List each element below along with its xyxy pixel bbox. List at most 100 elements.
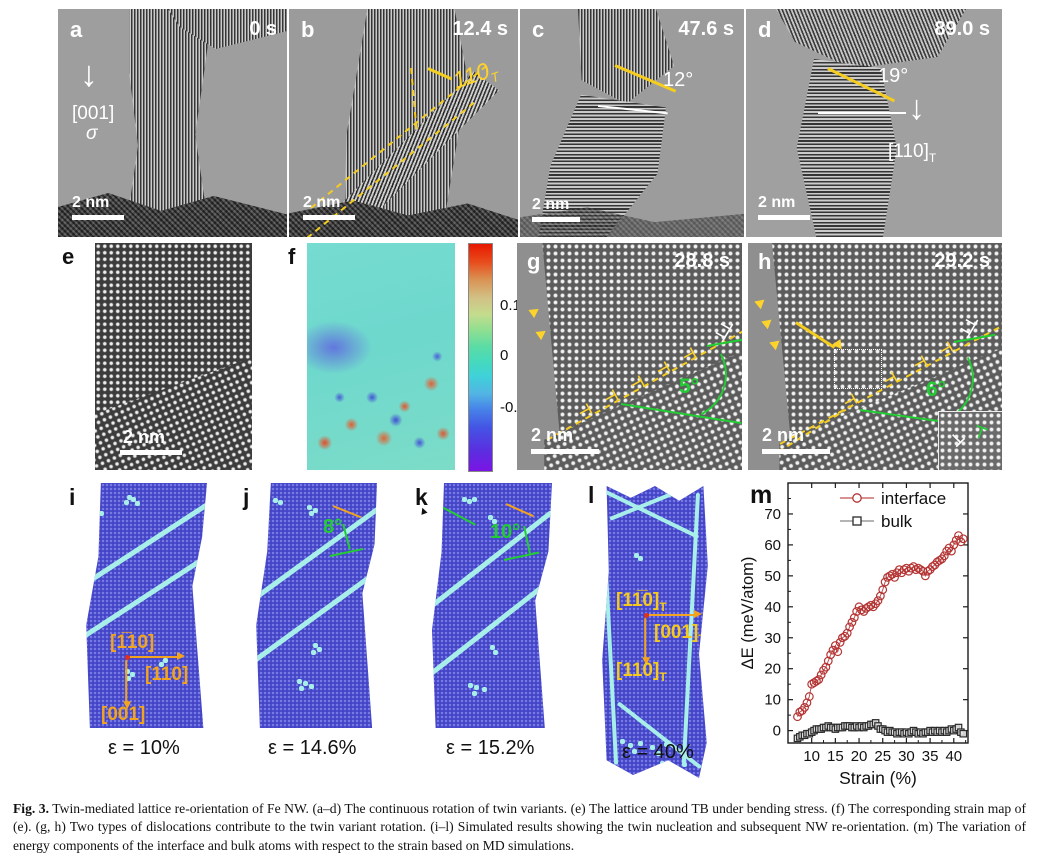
colorbar [468,243,493,472]
defect-cluster [620,739,625,744]
twin-plane-subscript: T [488,68,502,86]
svg-text:40: 40 [945,748,962,765]
tilt-angle-label: 8° [323,516,343,538]
svg-text:20: 20 [764,661,781,678]
svg-text:30: 30 [898,748,915,765]
panel-a-image: a 0 s ↓ [001] σ 2 nm [58,9,287,237]
figure-caption: Fig. 3. Twin-mediated lattice re-orienta… [13,800,1026,855]
scale-bar-text: 2 nm [303,194,341,211]
plane-line [503,551,540,562]
scale-bar-text: 2 nm [123,427,166,447]
panel-label-m: m [750,481,773,509]
panel-label-l: l [588,482,595,508]
panel-l-simulation: [11̅0]T [001]T [110]T [602,485,708,778]
panel-label: d [758,17,772,42]
scale-bar-text: 2 nm [762,425,805,445]
axis-down-subscript: T [659,669,667,684]
scale-bar [72,215,124,220]
axis-up-label: [1̅10] [110,632,155,653]
dislocation-symbol: ⊥ [946,428,969,451]
panel-label-f: f [288,244,296,269]
defect-cluster [273,498,278,503]
axis-down-label: [110]T [616,660,667,684]
svg-text:0: 0 [773,723,781,740]
axis-up-subscript: T [659,599,667,614]
defect-cluster [307,505,312,510]
panel-f-strain-map [307,243,455,470]
defect-cluster [125,669,130,674]
strain-label-k: ε = 15.2% [446,737,535,759]
defect-cluster [490,645,495,650]
panel-d-image: d 89.0 s 19° ↓ [110]T 2 nm [746,9,1002,237]
tilt-angle-label: 5° [679,375,700,398]
panel-e-image: 2 nm [95,243,252,470]
rotation-angle-label: 19° [878,65,909,87]
scale-bar [758,215,810,220]
scale-bar-text: 2 nm [531,425,574,445]
loading-arrow-icon: ↓ [80,53,98,94]
scale-bar-text: 2 nm [532,196,570,213]
defect-cluster [313,643,318,648]
scale-bar [532,217,580,222]
strain-label-l: ε = 40% [622,741,694,763]
reference-tick [505,503,534,518]
direction-label: [110]T [888,141,937,165]
panel-label: a [70,17,83,42]
svg-text:20: 20 [851,748,868,765]
magnified-region-box [834,349,882,389]
svg-text:70: 70 [764,506,781,523]
defect-cluster [462,497,467,502]
axis-down-label: [001] [101,704,146,725]
strain-label-j: ε = 14.6% [268,737,357,759]
defect-cluster [634,553,639,558]
defect-cluster [163,658,168,663]
strain-label-i: ε = 10% [108,737,180,759]
scale-bar [762,449,830,454]
time-stamp: 28.8 s [674,250,730,272]
twin-boundary-upper [256,506,377,608]
glide-arrow-line [795,321,836,349]
axis-arrow-right [649,609,702,620]
dislocation-up-symbol: ⊤ [970,423,990,444]
defect-cluster [127,495,132,500]
svg-text:30: 30 [764,630,781,647]
time-stamp: 89.0 s [934,18,990,40]
svg-text:60: 60 [764,537,781,554]
panel-label-e: e [62,244,75,269]
direction-subscript: T [928,150,937,165]
scale-bar [531,449,599,454]
panel-label-k: k [415,484,428,510]
panel-j-simulation: 8° [256,483,377,728]
panel-label-j: j [243,484,250,510]
time-stamp: 0 s [249,18,277,40]
svg-text:10: 10 [803,748,820,765]
scale-bar-text: 2 nm [72,194,110,211]
defect-cluster [488,515,493,520]
defect-cluster [468,683,473,688]
time-stamp: 47.6 s [678,18,734,40]
panel-label: b [301,17,315,42]
tilt-angle-label: 6° [926,378,947,401]
scale-bar [303,215,355,220]
twin-boundary-lower [432,581,548,688]
reference-line [818,112,906,115]
colorbar-tick-0.1: 0.1 [500,297,521,314]
svg-text:35: 35 [922,748,939,765]
panel-label: h [758,249,772,274]
axis-arrow-right [130,651,185,662]
dislocation-symbol: ⊥ [600,386,623,407]
dislocation-inset: ⊥ ⊤ [938,411,1002,470]
axis-up-label: [11̅0]T [616,590,667,614]
defect-cluster [99,511,104,516]
reoriented-nanowire-lattice [796,59,897,237]
svg-text:ΔE (meV/atom): ΔE (meV/atom) [740,557,757,670]
panel-label-i: i [69,484,76,510]
panel-i-simulation: [1̅10] [110] [001] [86,483,207,728]
rotation-angle-label: 12° [663,69,694,91]
svg-text:40: 40 [764,599,781,616]
panel-label: c [532,17,545,42]
svg-text:bulk: bulk [881,512,913,531]
scale-bar-text: 2 nm [758,194,796,211]
svg-text:50: 50 [764,568,781,585]
